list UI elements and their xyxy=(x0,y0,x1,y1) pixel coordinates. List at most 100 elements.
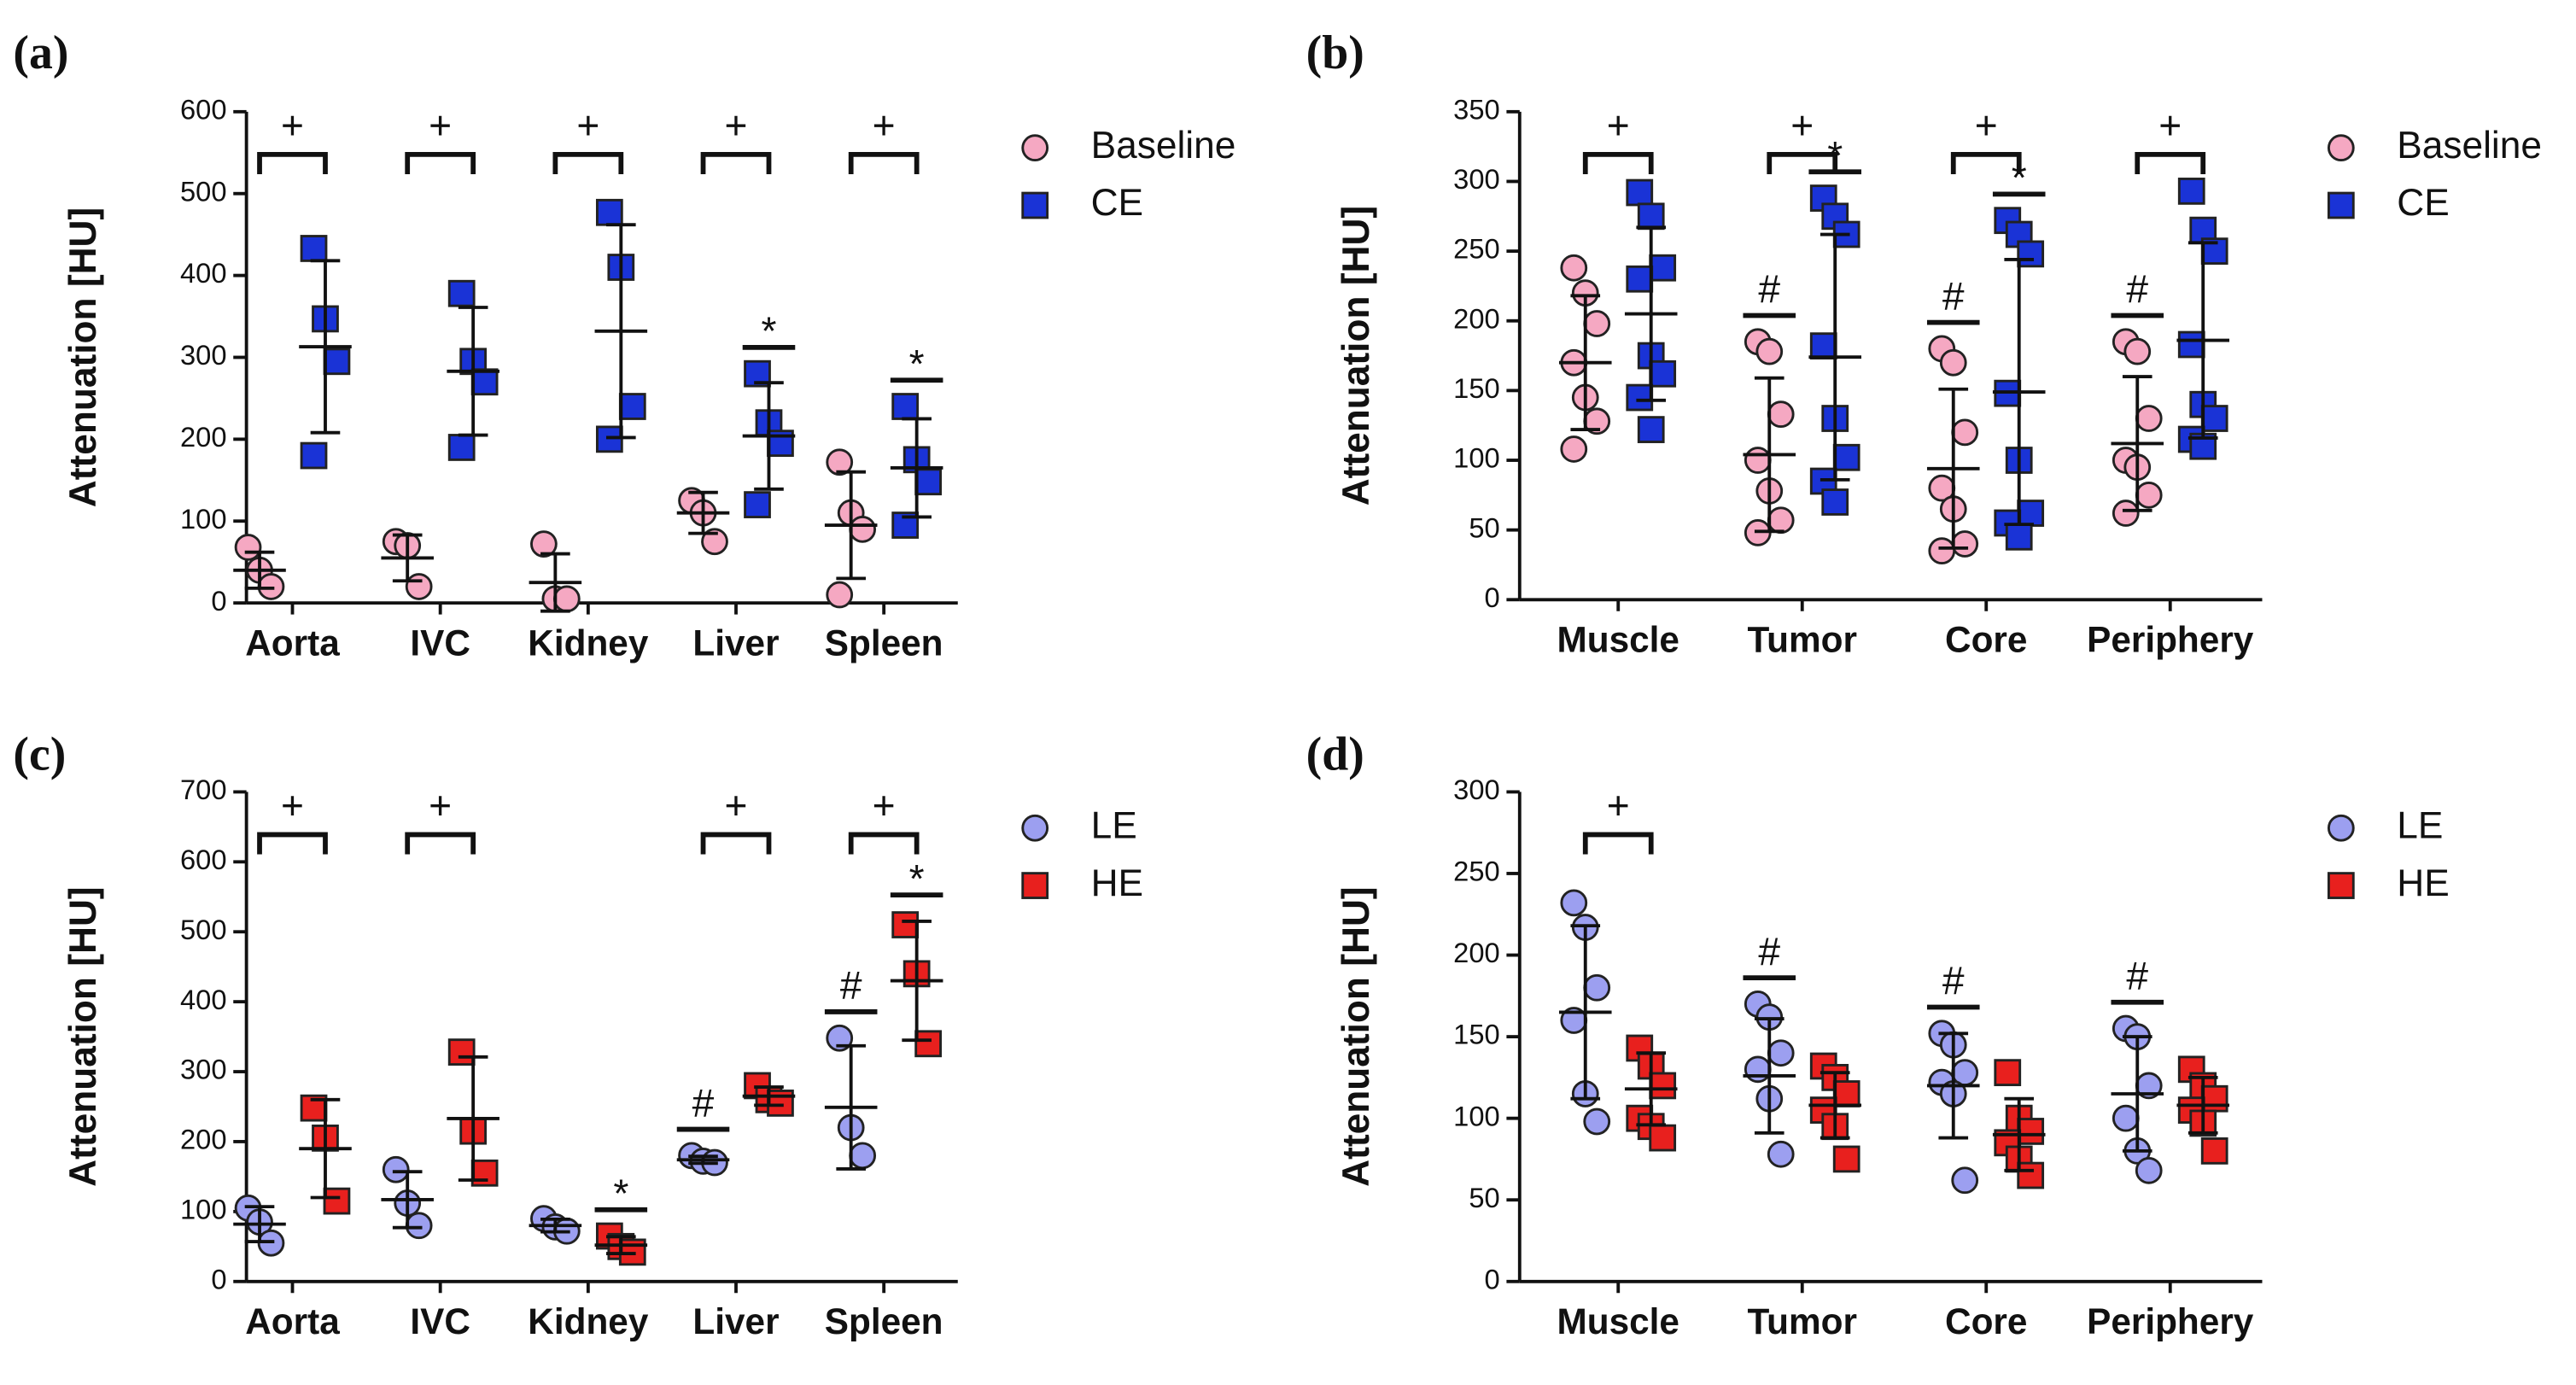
x-tick-label: Core xyxy=(1945,619,2027,659)
x-tick-label: Tumor xyxy=(1747,619,1857,659)
data-point xyxy=(323,348,351,376)
data-point xyxy=(2200,1084,2228,1113)
panel-label: (b) xyxy=(1306,26,1364,79)
significance-bracket xyxy=(405,151,476,174)
data-point xyxy=(2017,1161,2045,1189)
y-tick-label: 300 xyxy=(180,339,227,371)
y-tick-label: 700 xyxy=(180,774,227,805)
data-point xyxy=(1951,530,1979,558)
legend-label: CE xyxy=(2397,182,2449,224)
significance-bracket xyxy=(1767,151,1838,174)
y-tick-label: 350 xyxy=(1453,93,1500,125)
significance-label: + xyxy=(725,783,748,827)
x-tick-label: Aorta xyxy=(245,622,340,663)
data-point xyxy=(1755,337,1784,365)
x-tick-label: Periphery xyxy=(2087,1301,2254,1341)
y-tick-label: 200 xyxy=(180,1124,227,1155)
y-tick-label: 500 xyxy=(180,914,227,945)
panel-label: (a) xyxy=(13,26,68,79)
legend-marker xyxy=(2327,134,2355,162)
data-point xyxy=(1832,443,1860,471)
y-tick-label: 200 xyxy=(1453,937,1500,968)
data-point xyxy=(405,573,433,600)
legend-label: HE xyxy=(2397,862,2449,904)
significance-label: + xyxy=(281,783,304,827)
y-axis-title: Attenuation [HU] xyxy=(62,886,104,1186)
significance-bracket xyxy=(405,832,476,855)
significance-bracket xyxy=(848,832,920,855)
x-tick-label: Liver xyxy=(692,1301,779,1341)
legend-label: LE xyxy=(2397,804,2443,846)
data-point xyxy=(1626,383,1654,412)
y-tick-label: 0 xyxy=(1485,1263,1500,1294)
x-tick-label: Muscle xyxy=(1557,619,1679,659)
data-point xyxy=(2017,500,2045,527)
y-tick-label: 100 xyxy=(1453,442,1500,474)
significance-bracket xyxy=(700,151,772,174)
x-tick-label: Kidney xyxy=(528,622,649,663)
x-tick-label: Liver xyxy=(692,622,779,663)
significance-label: # xyxy=(1942,274,1965,318)
significance-label: # xyxy=(2126,954,2148,998)
significance-label: + xyxy=(429,102,452,147)
legend-label: LE xyxy=(1091,804,1137,846)
data-point xyxy=(1626,265,1654,293)
data-point xyxy=(1583,1107,1611,1136)
data-point xyxy=(1626,178,1654,207)
data-point xyxy=(1560,435,1588,463)
data-point xyxy=(1832,1080,1860,1107)
legend-marker xyxy=(1021,872,1049,899)
data-point xyxy=(1767,1039,1795,1067)
data-point xyxy=(405,1212,433,1240)
data-point xyxy=(1928,537,1956,565)
x-tick-label: Core xyxy=(1945,1301,2027,1341)
data-point xyxy=(1560,889,1588,917)
significance-label: + xyxy=(1790,102,1814,147)
data-point xyxy=(382,1155,410,1183)
y-tick-label: 600 xyxy=(180,844,227,875)
data-point xyxy=(2177,330,2205,359)
data-point xyxy=(849,1142,877,1170)
significance-label: * xyxy=(1827,133,1843,178)
significance-bracket xyxy=(1950,151,2022,174)
data-point xyxy=(1583,973,1611,1002)
significance-label: + xyxy=(576,102,599,147)
data-point xyxy=(234,534,262,561)
significance-label: # xyxy=(1758,267,1780,312)
significance-label: + xyxy=(873,783,896,827)
significance-bracket xyxy=(2135,151,2206,174)
data-point xyxy=(1767,1140,1795,1168)
data-point xyxy=(2112,500,2140,527)
data-point xyxy=(447,1038,476,1066)
data-point xyxy=(1951,1166,1979,1195)
legend-marker xyxy=(2327,872,2355,899)
data-point xyxy=(300,235,328,262)
data-point xyxy=(2123,337,2152,365)
significance-label: + xyxy=(429,783,452,827)
data-point xyxy=(2135,1156,2163,1184)
significance-label: # xyxy=(1758,929,1780,973)
significance-label: * xyxy=(613,1172,628,1216)
y-tick-label: 150 xyxy=(1453,372,1500,404)
data-point xyxy=(1939,348,1967,377)
y-tick-label: 0 xyxy=(211,1263,226,1294)
y-tick-label: 500 xyxy=(180,175,227,207)
significance-label: # xyxy=(2126,267,2148,312)
significance-bracket xyxy=(257,151,328,174)
y-tick-label: 100 xyxy=(180,503,227,535)
y-tick-label: 50 xyxy=(1469,511,1499,543)
y-tick-label: 0 xyxy=(211,585,226,617)
data-point xyxy=(1637,416,1665,443)
data-point xyxy=(1951,418,1979,447)
y-axis-title: Attenuation [HU] xyxy=(1335,206,1377,505)
x-tick-label: Periphery xyxy=(2087,619,2254,659)
legend-label: CE xyxy=(1091,182,1143,224)
significance-label: + xyxy=(1975,102,1998,147)
significance-label: * xyxy=(909,856,925,901)
y-tick-label: 100 xyxy=(1453,1100,1500,1131)
significance-label: # xyxy=(840,963,862,1008)
significance-bracket xyxy=(1582,832,1654,855)
data-point xyxy=(2005,523,2033,551)
significance-label: + xyxy=(1607,102,1630,147)
